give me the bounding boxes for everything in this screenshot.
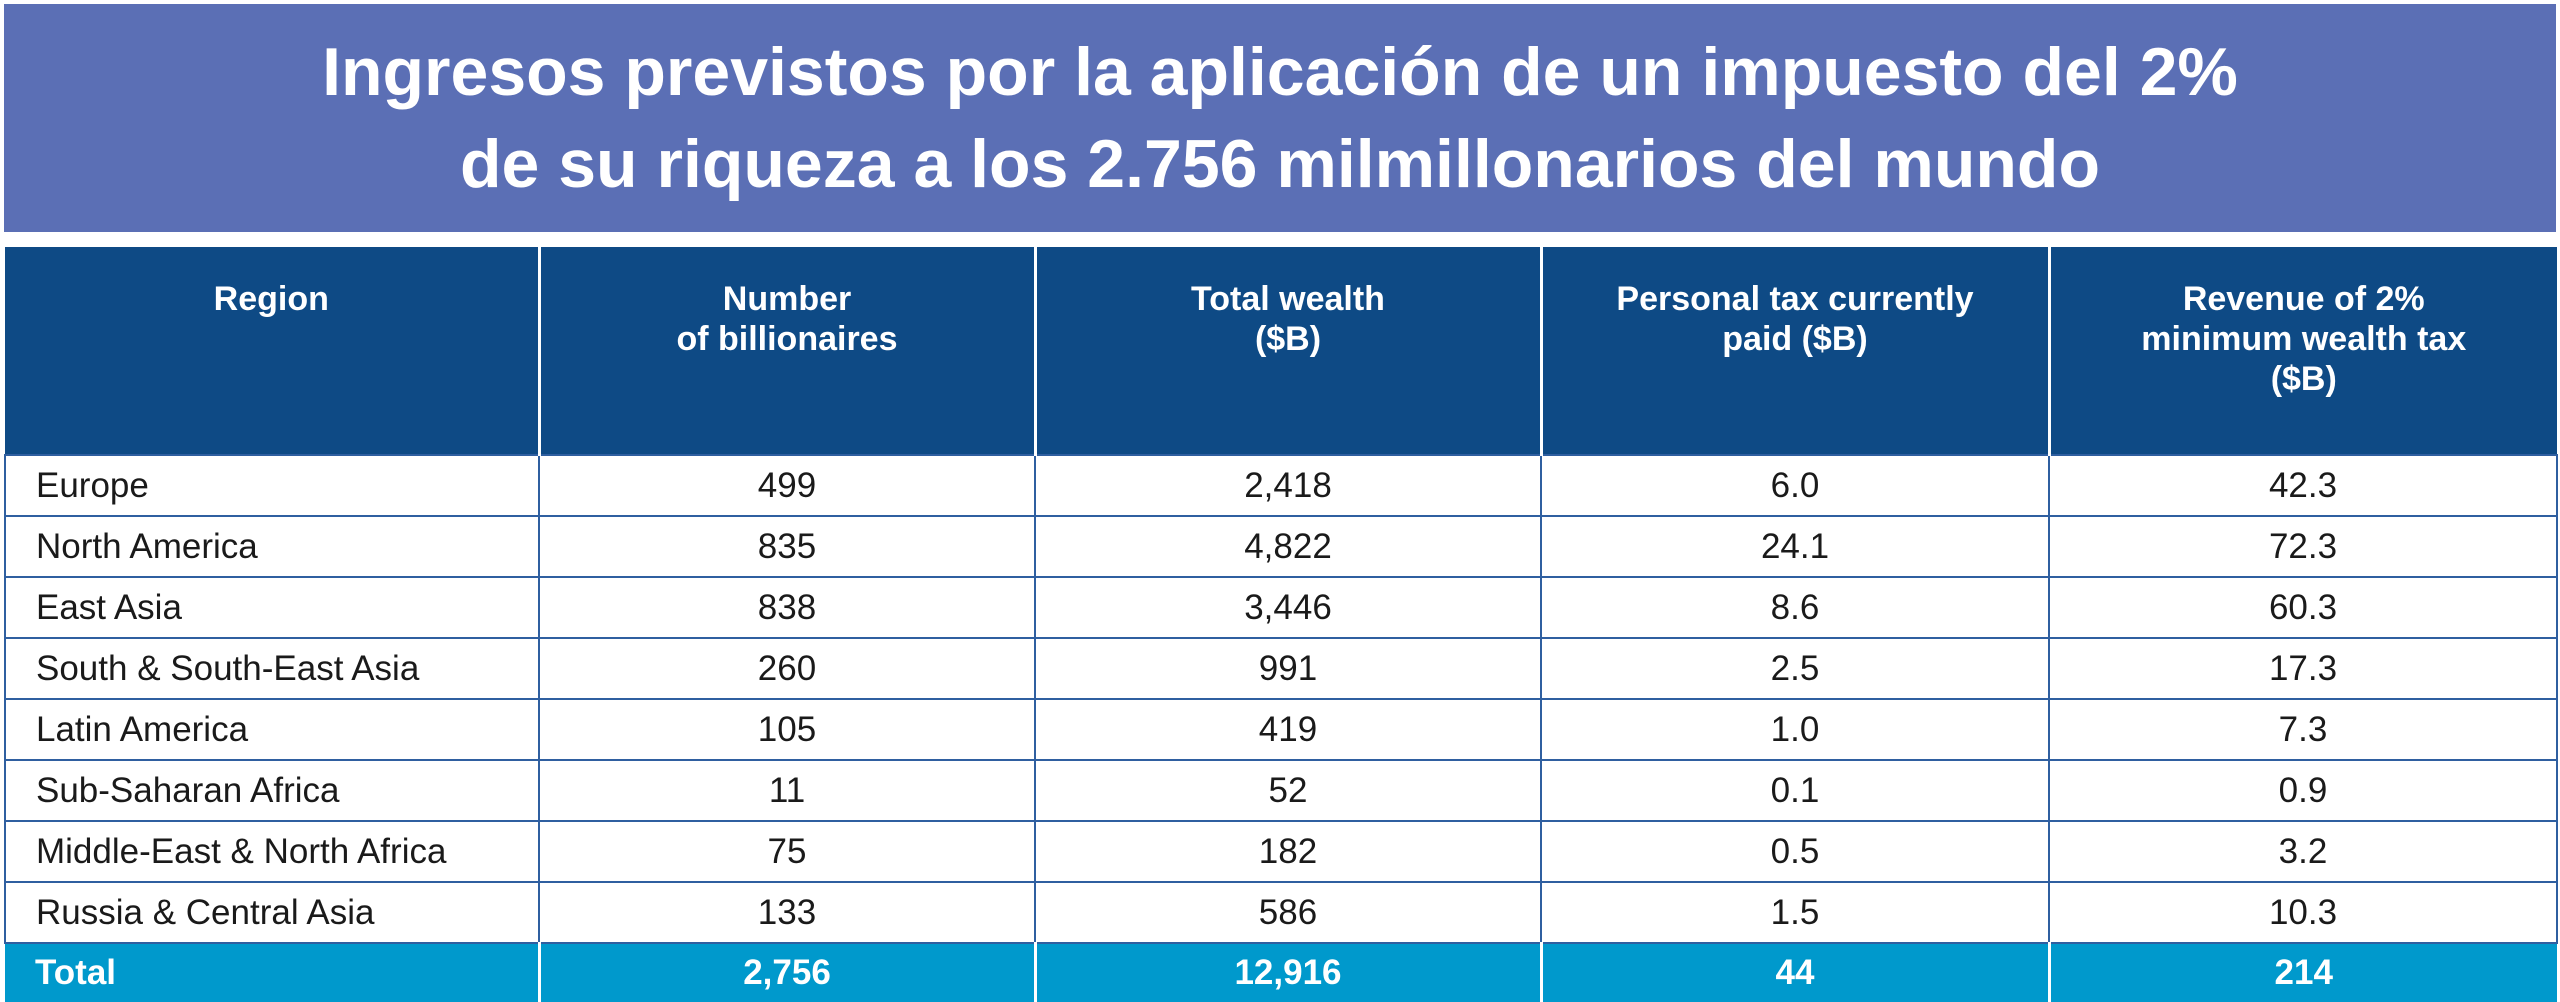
total-wealth: 12,916 [1033,943,1541,1002]
title-line-2: de su riqueza a los 2.756 milmillonarios… [459,126,2100,202]
cell-revenue: 0.9 [2048,759,2558,822]
cell-region: Middle-East & North Africa [4,820,540,883]
header-tax-line-2: paid ($B) [1722,320,1868,358]
total-row: Total 2,756 12,916 44 214 [5,943,2557,1002]
header-revenue-line-3: ($B) [2270,360,2337,398]
cell-revenue: 3.2 [2048,820,2558,883]
header-total-wealth: Total wealth ($B) [1033,247,1541,455]
total-revenue: 214 [2047,943,2557,1002]
cell-total-wealth: 2,418 [1034,454,1542,517]
cell-revenue: 72.3 [2048,515,2558,578]
header-tax-line-1: Personal tax currently [1616,280,1974,318]
title-line-1: Ingresos previstos por la aplicación de … [322,34,2238,110]
total-tax-paid: 44 [1539,943,2049,1002]
header-wealth-line-1: Total wealth [1191,280,1385,318]
header-wealth-line-2: ($B) [1254,320,1322,358]
header-personal-tax-paid: Personal tax currently paid ($B) [1539,247,2049,455]
table-row: North America 835 4,822 24.1 72.3 [4,515,2558,578]
cell-tax-paid: 0.1 [1540,759,2050,822]
cell-total-wealth: 3,446 [1034,576,1542,639]
table-row: South & South-East Asia 260 991 2.5 17.3 [4,637,2558,700]
cell-region: Latin America [4,698,540,761]
cell-total-wealth: 419 [1034,698,1542,761]
cell-tax-paid: 1.0 [1540,698,2050,761]
total-label: Total [5,943,539,1002]
cell-total-wealth: 4,822 [1034,515,1542,578]
table-row: Latin America 105 419 1.0 7.3 [4,698,2558,761]
cell-revenue: 42.3 [2048,454,2558,517]
header-region-line-1: Region [213,280,329,318]
cell-region: South & South-East Asia [4,637,540,700]
cell-billionaires: 499 [538,454,1036,517]
title-banner: Ingresos previstos por la aplicación de … [4,4,2556,232]
cell-total-wealth: 991 [1034,637,1542,700]
table-row: Europe 499 2,418 6.0 42.3 [4,454,2558,517]
cell-total-wealth: 52 [1034,759,1542,822]
cell-tax-paid: 0.5 [1540,820,2050,883]
cell-revenue: 17.3 [2048,637,2558,700]
cell-tax-paid: 6.0 [1540,454,2050,517]
table-row: Sub-Saharan Africa 11 52 0.1 0.9 [4,759,2558,822]
cell-billionaires: 838 [538,576,1036,639]
billionaire-tax-table-container: Region Number of billionaires Total weal… [4,247,2558,1002]
cell-tax-paid: 1.5 [1540,881,2050,944]
cell-billionaires: 105 [538,698,1036,761]
cell-region: North America [4,515,540,578]
cell-billionaires: 75 [538,820,1036,883]
cell-tax-paid: 24.1 [1540,515,2050,578]
header-revenue-wealth-tax: Revenue of 2% minimum wealth tax ($B) [2047,247,2557,455]
cell-revenue: 10.3 [2048,881,2558,944]
cell-revenue: 7.3 [2048,698,2558,761]
cell-revenue: 60.3 [2048,576,2558,639]
header-number-line-1: Number [722,280,852,318]
table-row: Russia & Central Asia 133 586 1.5 10.3 [4,881,2558,944]
header-revenue-line-2: minimum wealth tax [2141,320,2467,358]
cell-region: Russia & Central Asia [4,881,540,944]
cell-region: Sub-Saharan Africa [4,759,540,822]
cell-billionaires: 835 [538,515,1036,578]
cell-billionaires: 11 [538,759,1036,822]
cell-total-wealth: 586 [1034,881,1542,944]
table-row: East Asia 838 3,446 8.6 60.3 [4,576,2558,639]
cell-billionaires: 133 [538,881,1036,944]
header-region: Region [5,247,539,455]
cell-region: East Asia [4,576,540,639]
table-header-row: Region Number of billionaires Total weal… [5,247,2557,455]
cell-region: Europe [4,454,540,517]
cell-total-wealth: 182 [1034,820,1542,883]
header-number-of-billionaires: Number of billionaires [537,247,1035,455]
cell-tax-paid: 2.5 [1540,637,2050,700]
total-billionaires: 2,756 [537,943,1035,1002]
billionaire-tax-table: Region Number of billionaires Total weal… [4,247,2558,1002]
header-revenue-line-1: Revenue of 2% [2182,280,2425,318]
table-row: Middle-East & North Africa 75 182 0.5 3.… [4,820,2558,883]
cell-tax-paid: 8.6 [1540,576,2050,639]
header-number-line-2: of billionaires [676,320,898,358]
cell-billionaires: 260 [538,637,1036,700]
